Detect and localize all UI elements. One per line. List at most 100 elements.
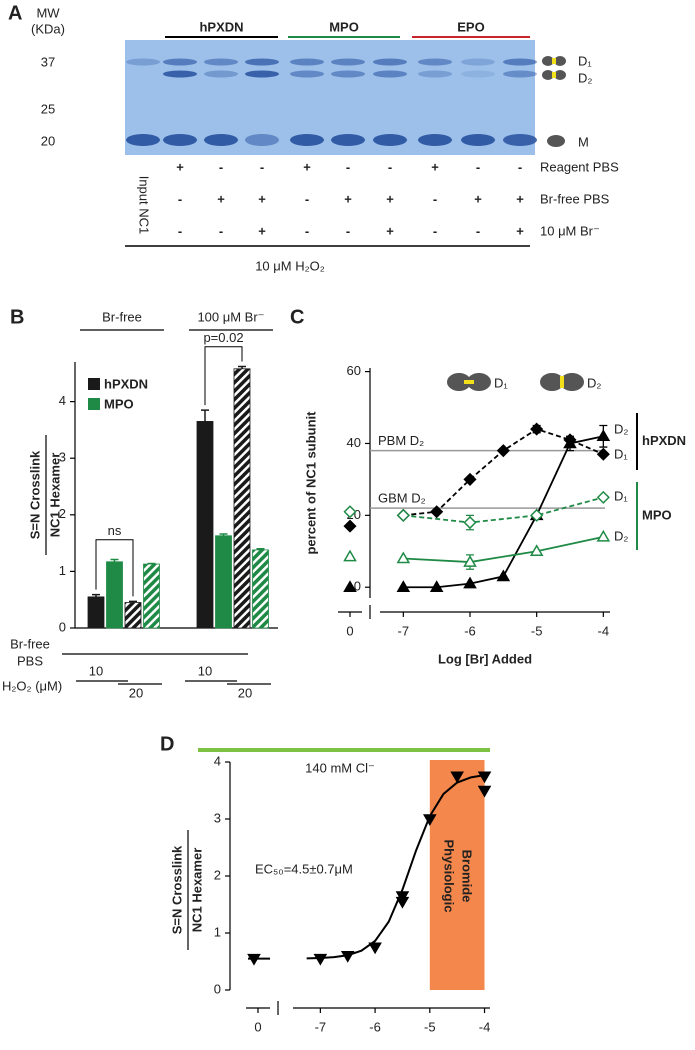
gel-band [503,70,537,78]
marker [340,951,355,963]
footer: 10 μM H₂O₂ [255,258,325,273]
bracket-label: D₁ [614,446,628,461]
annotation: EC₅₀=4.5±0.7μM [255,861,353,876]
row-label: Br-free PBS [540,191,610,206]
row-label: Reagent PBS [540,159,619,174]
y-axis-label: NC1 Hexamer [47,453,62,538]
mw-label: 37 [41,54,55,69]
error-bar [201,409,209,422]
series-line [403,496,604,524]
y-tick-label: 0 [354,579,361,594]
gel-band [503,134,537,146]
marker [596,490,610,504]
legend-label: hPXDN [104,376,148,391]
sign: - [178,223,182,238]
row-label: PBS [17,653,43,668]
gel-band [331,134,365,146]
error-bar [256,548,265,550]
marker [477,785,492,798]
marker [529,544,544,557]
sign: - [433,223,437,238]
gel-band [503,58,537,66]
sign: + [303,159,311,174]
gel-band [331,70,365,78]
legend-swatch [88,378,100,390]
gel-band [290,70,324,78]
row-label: Br-free [10,636,50,651]
lane-label: Input NC1 [137,176,152,235]
marker [423,814,437,826]
gel-band [461,134,495,146]
error-bar [238,365,246,369]
error-bar [219,533,228,536]
annotation: ns [108,523,122,538]
marker [343,549,357,562]
group-label: Br-free [102,309,142,324]
marker [596,529,611,542]
mw-header: MW [36,5,60,20]
dimer-icon [542,56,566,147]
marker [496,569,511,582]
band-label: Bromide [460,850,475,903]
y-tick-label: 3 [214,810,221,825]
marker [596,447,610,461]
marker [368,942,382,955]
gel-band [418,70,452,78]
band-label: Physiologic [442,840,457,913]
sign: + [386,223,394,238]
y-axis-label: percent of NC1 subunit [303,411,318,555]
gel-band [204,58,238,66]
y-tick-label: 2 [214,867,221,882]
gel-band [373,70,407,78]
annotation: p=0.02 [203,330,243,345]
row-label: 10 μM Br⁻ [540,223,600,238]
y-tick-label: 4 [59,393,66,408]
y-tick-label: 3 [59,450,66,465]
y-axis-label: S=N Crosslink [169,845,184,934]
sign: + [431,159,439,174]
y-tick-label: 1 [59,563,66,578]
marker [313,953,328,966]
legend-swatch [88,398,100,410]
topbar-label: 140 mM Cl⁻ [305,760,375,775]
bar [233,368,251,629]
gel-band [418,134,452,146]
x-tick-label: 10 [89,663,103,678]
highlight-band [429,760,485,990]
y-tick-label: 0 [59,619,66,634]
series-line [403,536,604,563]
x-tick-label: -5 [531,623,543,638]
bar [87,596,105,629]
y-tick-label: 1 [214,924,221,939]
significance-bracket [204,346,243,406]
x-tick-label: 20 [238,685,252,700]
marker [563,436,577,449]
gel-band [290,58,324,66]
sign: + [474,191,482,206]
significance-bracket [95,539,134,597]
bar [124,602,142,629]
gel-band [204,70,238,78]
sign: - [433,191,437,206]
bar [106,561,123,629]
marker [430,505,444,519]
marker [477,771,492,784]
x-tick-label: 0 [346,623,353,638]
x-tick-label: -7 [315,1019,327,1034]
gel-band [163,58,197,66]
x-tick-label: -6 [464,623,476,638]
x-tick-label: -7 [398,623,410,638]
gel-band [331,58,365,66]
marker [463,555,477,567]
y-tick-label: 0 [214,981,221,996]
sign: - [346,159,350,174]
reference-label: PBM D₂ [378,433,424,448]
sign: + [516,223,524,238]
gel-band [126,58,160,66]
marker [247,953,261,966]
x-tick-label: -6 [369,1019,381,1034]
sign: - [476,223,480,238]
y-tick-label: 4 [214,753,221,768]
panel-label: B [10,306,24,328]
marker [396,580,411,592]
